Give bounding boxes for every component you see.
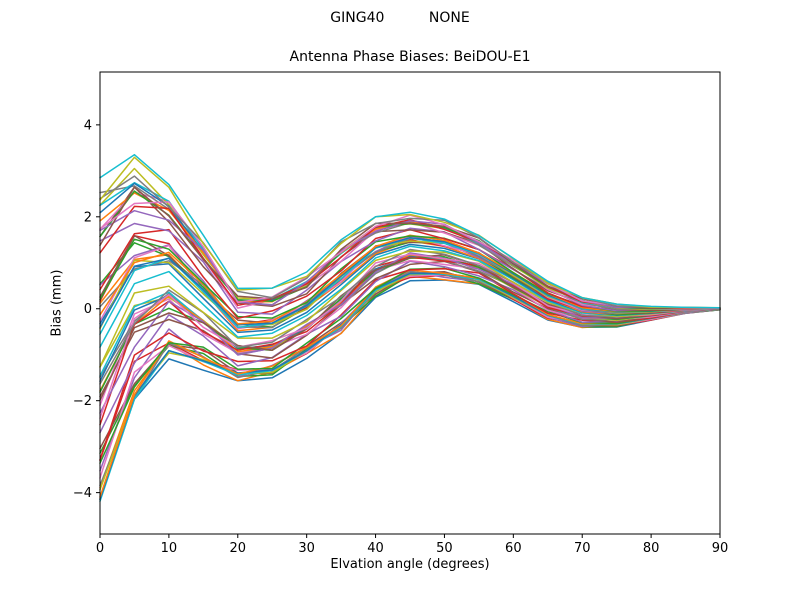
x-tick-label: 80 — [643, 541, 660, 556]
x-tick-label: 20 — [230, 541, 247, 556]
series-line — [99, 267, 721, 464]
series-line — [99, 272, 721, 491]
y-axis-label: Bias (mm) — [49, 269, 65, 337]
x-tick-label: 10 — [161, 541, 178, 556]
x-tick-label: 90 — [712, 541, 729, 556]
series-line — [99, 270, 721, 472]
axes-title: Antenna Phase Biases: BeiDOU-E1 — [289, 49, 531, 65]
x-tick-label: 70 — [574, 541, 591, 556]
series-line — [99, 186, 721, 309]
y-tick-label: 0 — [84, 302, 92, 317]
x-tick-label: 50 — [436, 541, 453, 556]
y-tick-label: −4 — [73, 486, 92, 501]
series-line — [99, 250, 721, 368]
y-tick-label: 4 — [84, 118, 92, 133]
series-line — [99, 270, 721, 450]
series-line — [99, 254, 721, 402]
x-tick-label: 60 — [505, 541, 522, 556]
series-line — [99, 268, 721, 461]
x-tick-label: 30 — [298, 541, 315, 556]
x-axis-label: Elvation angle (degrees) — [330, 557, 490, 572]
series-line — [99, 260, 721, 398]
series-line — [99, 222, 721, 315]
axes-frame — [99, 71, 721, 535]
figure-suptitle: GING40 NONE — [330, 10, 470, 26]
y-tick-label: 2 — [84, 210, 92, 225]
series-line — [99, 153, 721, 309]
series-line — [99, 186, 721, 312]
series-line — [99, 209, 721, 309]
x-tick-label: 0 — [96, 541, 104, 556]
x-tick-label: 40 — [367, 541, 384, 556]
series-line — [99, 273, 721, 454]
series-line — [99, 274, 721, 462]
y-tick-label: −2 — [73, 394, 92, 409]
